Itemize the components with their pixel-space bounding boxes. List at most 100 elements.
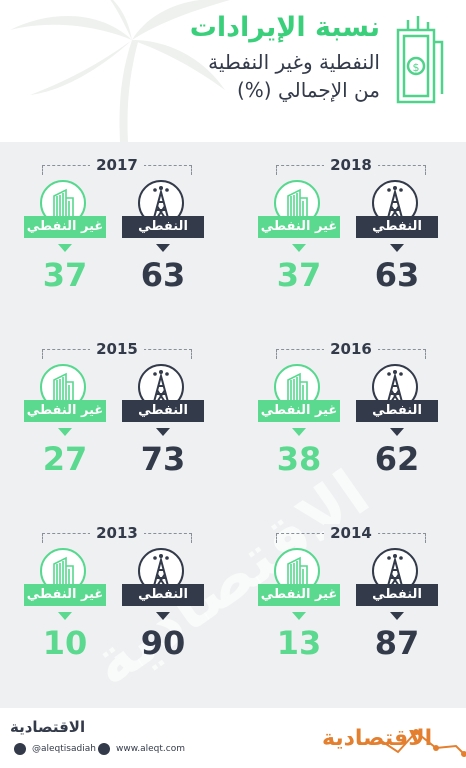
oil-value: 73: [140, 440, 186, 478]
arrow-down-icon: [156, 428, 170, 436]
twitter-handle[interactable]: @aleqtisadiah: [32, 744, 96, 754]
non-oil-value: 38: [276, 440, 322, 478]
year-text: 2017: [90, 156, 144, 174]
oil-label: النفطي: [122, 400, 204, 422]
non-oil-label: غير النفطي: [258, 216, 340, 238]
trend-line-icon: [380, 729, 466, 757]
dash-line: [276, 533, 330, 534]
non-oil-value: 13: [276, 624, 322, 662]
website-link[interactable]: www.aleqt.com: [116, 744, 185, 754]
title-line-1: نسبة الإيرادات: [189, 12, 380, 43]
oil-value: 62: [374, 440, 420, 478]
oil-value: 90: [140, 624, 186, 662]
year-label: 2016: [246, 340, 456, 358]
dash-line: [372, 533, 426, 534]
arrow-down-icon: [292, 612, 306, 620]
twitter-icon[interactable]: [14, 743, 26, 755]
year-text: 2018: [324, 156, 378, 174]
dash-line: [372, 349, 426, 350]
non-oil-column: غير النفطي 27: [24, 364, 106, 490]
year-label: 2015: [12, 340, 222, 358]
year-panel-2015: 2015 النفطي 73 غير النفطي 27: [12, 340, 222, 490]
non-oil-value: 27: [42, 440, 88, 478]
title-line-2: النفطية وغير النفطية: [208, 50, 380, 74]
arrow-down-icon: [58, 428, 72, 436]
non-oil-column: غير النفطي 10: [24, 548, 106, 674]
oil-value: 63: [374, 256, 420, 294]
non-oil-value: 10: [42, 624, 88, 662]
oil-label: النفطي: [122, 584, 204, 606]
year-panel-2014: 2014 النفطي 87 غير النفطي 13: [246, 524, 456, 674]
dash-line: [276, 349, 330, 350]
year-label: 2014: [246, 524, 456, 542]
dash-line: [191, 165, 192, 175]
palm-tree-decoration: [10, 0, 230, 142]
arrow-down-icon: [292, 428, 306, 436]
non-oil-label: غير النفطي: [24, 584, 106, 606]
dash-line: [276, 165, 277, 175]
oil-column: النفطي 63: [122, 180, 204, 306]
non-oil-value: 37: [276, 256, 322, 294]
arrow-down-icon: [58, 612, 72, 620]
oil-label: النفطي: [356, 400, 438, 422]
dash-line: [42, 533, 96, 534]
non-oil-label: غير النفطي: [24, 216, 106, 238]
dash-line: [191, 349, 192, 359]
dash-line: [276, 165, 330, 166]
non-oil-column: غير النفطي 37: [24, 180, 106, 306]
oil-column: النفطي 63: [356, 180, 438, 306]
year-label: 2017: [12, 156, 222, 174]
dash-line: [138, 533, 192, 534]
globe-icon[interactable]: [98, 743, 110, 755]
year-text: 2015: [90, 340, 144, 358]
oil-label: النفطي: [356, 584, 438, 606]
year-text: 2013: [90, 524, 144, 542]
main-content: الاقتصادية 2018 النفطي 63 غير النفطي 37 2017 ا…: [0, 142, 466, 708]
non-oil-value: 37: [42, 256, 88, 294]
oil-label: النفطي: [356, 216, 438, 238]
dash-line: [42, 533, 43, 543]
year-label: 2013: [12, 524, 222, 542]
oil-value: 63: [140, 256, 186, 294]
non-oil-label: غير النفطي: [24, 400, 106, 422]
arrow-down-icon: [156, 612, 170, 620]
oil-column: النفطي 73: [122, 364, 204, 490]
dash-line: [372, 165, 426, 166]
header: نسبة الإيرادات النفطية وغير النفطية من ا…: [0, 0, 466, 142]
dash-line: [276, 349, 277, 359]
year-panel-2018: 2018 النفطي 63 غير النفطي 37: [246, 156, 456, 306]
non-oil-column: غير النفطي 38: [258, 364, 340, 490]
non-oil-label: غير النفطي: [258, 584, 340, 606]
arrow-down-icon: [156, 244, 170, 252]
arrow-down-icon: [58, 244, 72, 252]
dash-line: [425, 165, 426, 175]
non-oil-column: غير النفطي 37: [258, 180, 340, 306]
dash-line: [138, 349, 192, 350]
dash-line: [425, 349, 426, 359]
dash-line: [425, 533, 426, 543]
year-panel-2017: 2017 النفطي 63 غير النفطي 37: [12, 156, 222, 306]
dash-line: [42, 165, 43, 175]
dash-line: [191, 533, 192, 543]
year-panel-2013: 2013 النفطي 90 غير النفطي 10: [12, 524, 222, 674]
oil-label: النفطي: [122, 216, 204, 238]
non-oil-column: غير النفطي 13: [258, 548, 340, 674]
dash-line: [42, 165, 96, 166]
oil-column: النفطي 90: [122, 548, 204, 674]
arrow-down-icon: [292, 244, 306, 252]
oil-column: النفطي 87: [356, 548, 438, 674]
oil-value: 87: [374, 624, 420, 662]
dash-line: [42, 349, 96, 350]
arrow-down-icon: [390, 244, 404, 252]
title-line-3: من الإجمالي (%): [236, 78, 380, 102]
arrow-down-icon: [390, 612, 404, 620]
footer: الاقتصادية @aleqtisadiah www.aleqt.com ا…: [0, 708, 466, 768]
dash-line: [276, 533, 277, 543]
year-text: 2014: [324, 524, 378, 542]
arrow-down-icon: [390, 428, 404, 436]
dash-line: [138, 165, 192, 166]
svg-text:$: $: [413, 61, 420, 74]
oil-column: النفطي 62: [356, 364, 438, 490]
non-oil-label: غير النفطي: [258, 400, 340, 422]
year-label: 2018: [246, 156, 456, 174]
